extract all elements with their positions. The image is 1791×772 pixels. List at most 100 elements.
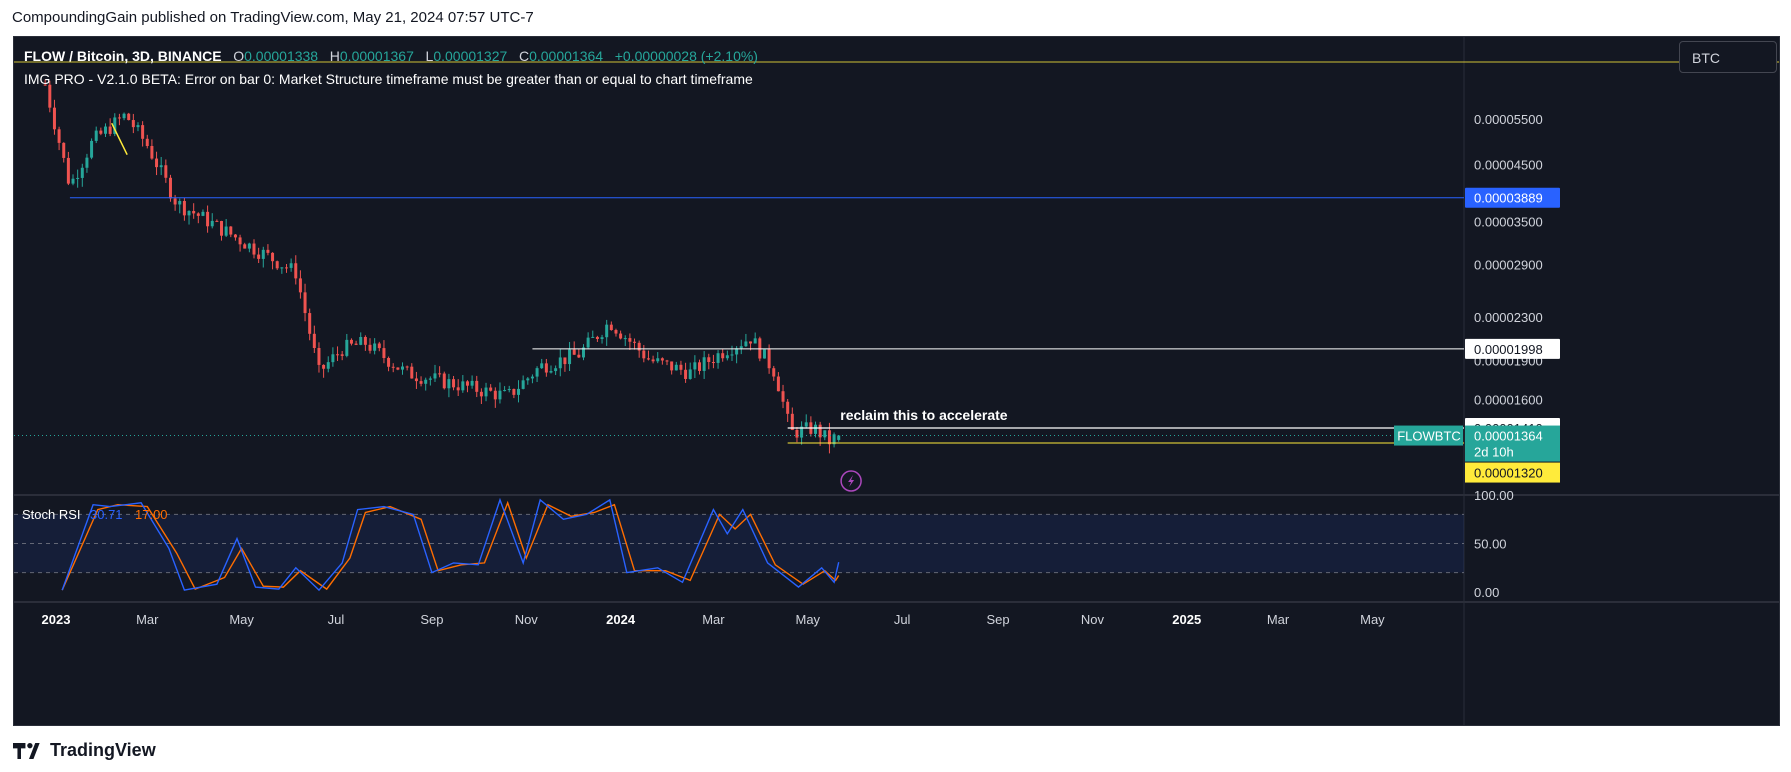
time-tick-label: May <box>1360 612 1385 627</box>
price-tick-label: 0.00001600 <box>1474 392 1543 407</box>
candle-body <box>619 333 623 339</box>
candles <box>43 79 841 454</box>
candle-body <box>633 341 637 343</box>
candle-body <box>832 434 836 445</box>
candle-body <box>730 354 734 356</box>
time-tick-label: Jul <box>894 612 911 627</box>
indicator-error[interactable]: IMG PRO - V2.1.0 BETA: Error on bar 0: M… <box>24 71 753 87</box>
legend-symbol[interactable]: FLOW / Bitcoin, 3D, BINANCE <box>24 48 222 64</box>
candle-body <box>349 339 353 344</box>
time-tick-label: May <box>229 612 254 627</box>
chart-canvas[interactable]: reclaim this to accelerate 0.00005500 0.0… <box>14 37 1779 725</box>
tag-current-price: 0.00001364 <box>1474 429 1543 444</box>
candle-body <box>735 348 739 355</box>
candle-body <box>503 390 507 392</box>
candle-body <box>544 363 548 373</box>
lightning-bolt <box>848 475 855 487</box>
candle-body <box>554 368 558 372</box>
candle-body <box>790 413 794 430</box>
rsi-k-value: 30.71 <box>90 507 123 522</box>
candle-body <box>326 362 330 369</box>
candle-body <box>280 267 284 269</box>
time-tick-label: 2023 <box>42 612 71 627</box>
candle-body <box>698 362 701 371</box>
legend-open-label: O <box>233 48 245 64</box>
rsi-d-value: 17.00 <box>135 507 168 522</box>
candle-body <box>465 381 469 386</box>
legend-high-label: H <box>329 48 340 64</box>
candle-body <box>530 376 534 379</box>
time-tick-label: Nov <box>1081 612 1105 627</box>
tradingview-logo-icon <box>13 742 40 759</box>
candle-body <box>252 243 256 255</box>
candle-body <box>354 343 358 345</box>
candle-body <box>317 348 321 365</box>
candle-body <box>623 338 627 340</box>
candle-body <box>651 359 655 362</box>
candle-body <box>289 263 293 268</box>
candle-body <box>605 324 609 338</box>
candle-body <box>823 430 827 438</box>
candle-body <box>271 252 275 262</box>
candle-body <box>238 237 242 245</box>
reclaim-annotation: reclaim this to accelerate <box>840 407 1008 423</box>
candle-body <box>442 373 446 389</box>
candle-body <box>581 347 585 358</box>
candle-body <box>168 177 172 199</box>
candle-body <box>396 367 400 370</box>
candle-body <box>363 336 367 345</box>
candle-body <box>155 158 159 168</box>
candle-body <box>85 157 89 168</box>
time-tick-label: Mar <box>136 612 159 627</box>
price-tick-label: 0.00005500 <box>1474 112 1543 127</box>
candle-body <box>707 357 711 362</box>
chart-frame[interactable]: reclaim this to accelerate 0.00005500 0.0… <box>13 36 1780 726</box>
candle-body <box>749 341 753 344</box>
candle-body <box>122 113 126 119</box>
candle-body <box>298 278 302 293</box>
legend-low-label: L <box>425 48 434 64</box>
candle-body <box>377 343 381 349</box>
candle-body <box>90 140 94 158</box>
candle-body <box>507 388 511 391</box>
candle-body <box>141 125 145 139</box>
candle-body <box>387 358 391 367</box>
candle-body <box>308 313 312 334</box>
candle-body <box>456 387 460 391</box>
price-tick-label: 0.00003500 <box>1474 215 1543 230</box>
candle-body <box>767 349 771 369</box>
tradingview-brand[interactable]: TradingView <box>13 740 156 761</box>
candle-body <box>642 350 646 359</box>
candle-body <box>479 391 483 397</box>
candle-body <box>261 249 265 259</box>
candle-body <box>475 380 479 392</box>
time-tick-label: 2025 <box>1172 612 1201 627</box>
price-pane: reclaim this to accelerate <box>14 37 1779 725</box>
tag-yellow-level: 0.00001320 <box>1474 466 1543 481</box>
time-tick-label: Sep <box>420 612 443 627</box>
candle-body <box>660 358 664 361</box>
candle-body <box>563 357 567 365</box>
candle-body <box>628 338 632 342</box>
tag-blue-level-bg <box>1465 187 1560 208</box>
candle-body <box>391 366 395 368</box>
candle-body <box>173 198 177 205</box>
legend-high: 0.00001367 <box>339 48 414 64</box>
candle-body <box>187 210 191 216</box>
candle-body <box>795 429 799 438</box>
candle-body <box>600 337 604 340</box>
candle-body <box>127 113 131 121</box>
candle-body <box>43 84 47 86</box>
candle-body <box>489 387 493 391</box>
candle-body <box>164 165 168 178</box>
candle-body <box>684 369 688 379</box>
candle-body <box>688 369 692 379</box>
candle-body <box>210 220 214 227</box>
legend-close: 0.00001364 <box>529 48 604 64</box>
candle-body <box>452 379 456 388</box>
currency-selector[interactable]: BTC <box>1679 41 1777 73</box>
candle-body <box>201 211 205 216</box>
candle-body <box>535 368 539 377</box>
price-tick-label: 0.00004500 <box>1474 158 1543 173</box>
candle-body <box>229 226 233 235</box>
